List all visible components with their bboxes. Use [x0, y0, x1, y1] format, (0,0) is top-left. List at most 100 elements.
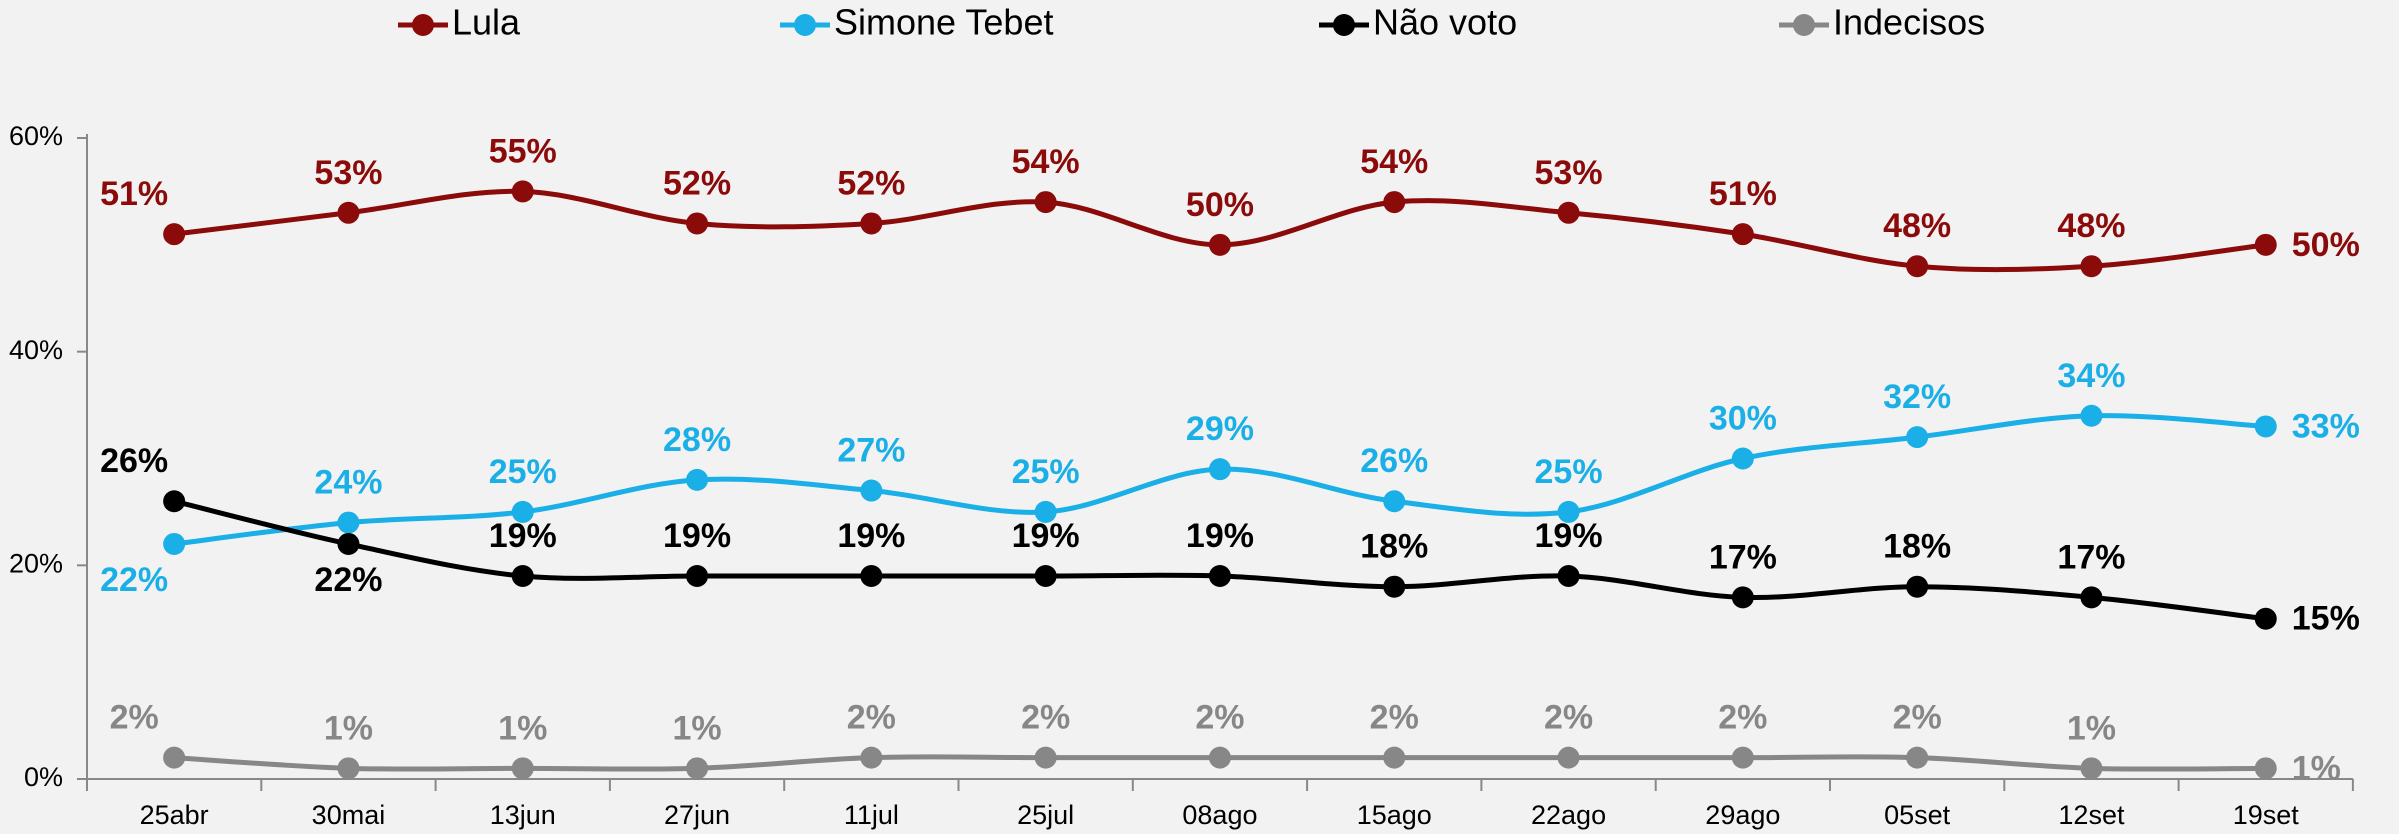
- data-label: 2%: [1718, 699, 1767, 737]
- data-label: 19%: [837, 517, 905, 555]
- data-label: 19%: [1186, 517, 1254, 555]
- point: [2254, 607, 2277, 630]
- data-label: 55%: [489, 132, 557, 170]
- point: [860, 565, 883, 588]
- data-label: 25%: [489, 453, 557, 491]
- data-label: 18%: [1883, 528, 1951, 566]
- point: [1208, 565, 1231, 588]
- y-tick-label: 40%: [9, 335, 63, 365]
- point: [2080, 404, 2103, 427]
- point: [1034, 565, 1057, 588]
- point: [2254, 233, 2277, 256]
- point: [1034, 500, 1057, 523]
- point: [1906, 255, 1929, 278]
- point: [337, 511, 360, 534]
- x-tick-label: 11jul: [844, 800, 899, 830]
- data-label: 52%: [663, 164, 731, 202]
- point: [1731, 447, 1754, 470]
- data-label: 28%: [663, 421, 731, 459]
- point: [686, 565, 709, 588]
- y-tick-label: 20%: [9, 548, 63, 578]
- data-label: 1%: [2292, 749, 2341, 787]
- x-tick-label: 27jun: [664, 800, 730, 830]
- x-tick-label: 22ago: [1531, 800, 1606, 830]
- data-label: 1%: [672, 709, 721, 747]
- point: [1383, 490, 1406, 513]
- point: [163, 490, 186, 513]
- data-label: 15%: [2292, 600, 2360, 638]
- data-label: 1%: [2067, 709, 2116, 747]
- x-tick-label: 25abr: [140, 800, 209, 830]
- point: [1208, 233, 1231, 256]
- point: [860, 479, 883, 502]
- data-label: 30%: [1709, 399, 1777, 437]
- data-label: 1%: [324, 709, 373, 747]
- point: [337, 757, 360, 780]
- data-label: 53%: [314, 154, 382, 192]
- data-label: 26%: [100, 442, 168, 480]
- point: [163, 746, 186, 769]
- point: [511, 565, 534, 588]
- x-tick-label: 13jun: [490, 800, 556, 830]
- data-label: 19%: [1535, 517, 1603, 555]
- point: [2080, 757, 2103, 780]
- data-label: 27%: [837, 432, 905, 470]
- point: [860, 746, 883, 769]
- data-label: 22%: [314, 561, 382, 599]
- data-label: 50%: [1186, 186, 1254, 224]
- data-label: 51%: [100, 175, 168, 213]
- data-label: 22%: [100, 561, 168, 599]
- data-label: 2%: [1893, 699, 1942, 737]
- data-label: 24%: [314, 464, 382, 502]
- data-label: 32%: [1883, 378, 1951, 416]
- point: [1557, 565, 1580, 588]
- y-tick-label: 60%: [9, 121, 63, 151]
- data-label: 19%: [1012, 517, 1080, 555]
- point: [1557, 201, 1580, 224]
- point: [163, 223, 186, 246]
- point: [511, 757, 534, 780]
- data-label: 2%: [1370, 699, 1419, 737]
- data-label: 34%: [2057, 357, 2125, 395]
- data-label: 25%: [1535, 453, 1603, 491]
- data-label: 25%: [1012, 453, 1080, 491]
- data-label: 53%: [1535, 154, 1603, 192]
- data-label: 54%: [1360, 143, 1428, 181]
- data-label: 2%: [110, 699, 159, 737]
- point: [1383, 746, 1406, 769]
- data-label: 17%: [1709, 538, 1777, 576]
- x-tick-label: 08ago: [1182, 800, 1257, 830]
- point: [686, 212, 709, 235]
- legend-marker: [412, 14, 434, 36]
- point: [1731, 223, 1754, 246]
- legend-label: Lula: [452, 2, 521, 43]
- x-tick-label: 12set: [2058, 800, 2125, 830]
- legend-marker: [1333, 14, 1355, 36]
- point: [511, 500, 534, 523]
- point: [2080, 586, 2103, 609]
- point: [860, 212, 883, 235]
- point: [1557, 746, 1580, 769]
- point: [1034, 746, 1057, 769]
- point: [1906, 746, 1929, 769]
- data-label: 48%: [2057, 207, 2125, 245]
- data-label: 17%: [2057, 538, 2125, 576]
- point: [337, 532, 360, 555]
- point: [1208, 458, 1231, 481]
- data-label: 18%: [1360, 528, 1428, 566]
- point: [686, 757, 709, 780]
- point: [1383, 575, 1406, 598]
- data-label: 48%: [1883, 207, 1951, 245]
- point: [1906, 426, 1929, 449]
- point: [2254, 757, 2277, 780]
- data-label: 19%: [663, 517, 731, 555]
- x-tick-label: 30mai: [312, 800, 386, 830]
- point: [1731, 586, 1754, 609]
- point: [511, 180, 534, 203]
- point: [1731, 746, 1754, 769]
- data-label: 29%: [1186, 410, 1254, 448]
- data-label: 52%: [837, 164, 905, 202]
- x-tick-label: 29ago: [1705, 800, 1780, 830]
- data-label: 26%: [1360, 442, 1428, 480]
